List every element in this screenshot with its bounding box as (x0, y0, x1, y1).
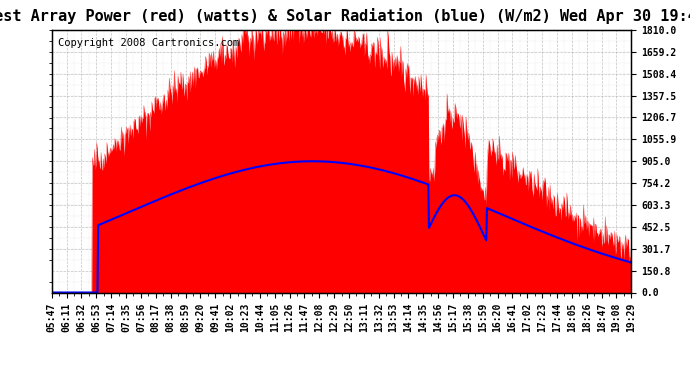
Text: Copyright 2008 Cartronics.com: Copyright 2008 Cartronics.com (57, 38, 239, 48)
Text: West Array Power (red) (watts) & Solar Radiation (blue) (W/m2) Wed Apr 30 19:49: West Array Power (red) (watts) & Solar R… (0, 8, 690, 24)
